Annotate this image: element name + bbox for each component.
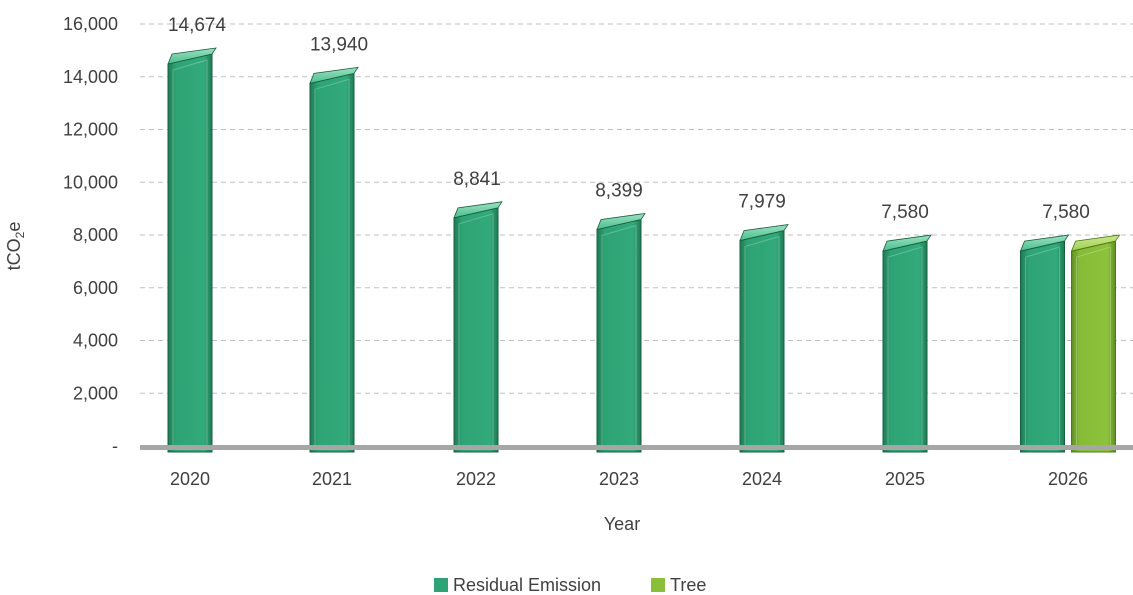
x-axis-line — [140, 445, 1133, 450]
bar-residual-emission-2023 — [596, 212, 646, 453]
bar-tree-2026 — [1070, 234, 1121, 453]
y-axis-title-subscript: 2 — [13, 231, 27, 238]
x-axis: 2020 2021 2022 2023 2024 2025 2026 — [170, 469, 1088, 489]
data-label-2022: 8,841 — [453, 169, 501, 190]
y-tick-label: 6,000 — [73, 278, 118, 298]
baseline — [140, 445, 1133, 450]
bar-residual-emission-2024 — [739, 224, 789, 453]
legend-label-tree: Tree — [670, 575, 706, 595]
y-tick-label: 14,000 — [63, 67, 118, 87]
bars — [167, 47, 1121, 453]
x-tick-label: 2021 — [312, 469, 352, 489]
y-axis-title: tCO2e — [4, 222, 27, 271]
legend: Residual Emission Tree — [434, 575, 706, 595]
data-label-2020: 14,674 — [168, 15, 227, 36]
y-tick-label: 2,000 — [73, 383, 118, 403]
y-tick-label: 4,000 — [73, 331, 118, 351]
bar-residual-emission-2025 — [882, 234, 932, 453]
x-tick-label: 2023 — [599, 469, 639, 489]
x-tick-label: 2025 — [885, 469, 925, 489]
bar-residual-emission-2022 — [453, 201, 503, 453]
y-tick-label: 8,000 — [73, 225, 118, 245]
x-tick-label: 2022 — [456, 469, 496, 489]
bar-residual-emission-2020 — [167, 47, 217, 453]
data-label-2021: 13,940 — [310, 34, 368, 55]
y-axis: - 2,000 4,000 6,000 8,000 10,000 12,000 14,000 1… — [63, 14, 118, 456]
x-axis-title: Year — [604, 514, 640, 534]
legend-swatch-residual-emission — [434, 578, 448, 592]
data-label-2025: 7,580 — [881, 202, 929, 223]
y-tick-label: 12,000 — [63, 120, 118, 140]
x-tick-label: 2020 — [170, 469, 210, 489]
x-tick-label: 2026 — [1048, 469, 1088, 489]
data-labels: 14,674 13,940 8,841 8,399 7,979 7,580 7,580 — [168, 15, 1090, 223]
data-label-2026: 7,580 — [1042, 202, 1090, 223]
bar-residual-emission-2026 — [1019, 234, 1070, 453]
y-tick-label: - — [112, 436, 118, 456]
y-tick-label: 10,000 — [63, 172, 118, 192]
data-label-2023: 8,399 — [595, 180, 643, 201]
data-label-2024: 7,979 — [738, 192, 786, 213]
y-tick-label: 16,000 — [63, 14, 118, 34]
x-tick-label: 2024 — [742, 469, 782, 489]
legend-label-residual-emission: Residual Emission — [453, 575, 601, 595]
bar-residual-emission-2021 — [309, 66, 359, 453]
legend-swatch-tree — [651, 578, 665, 592]
